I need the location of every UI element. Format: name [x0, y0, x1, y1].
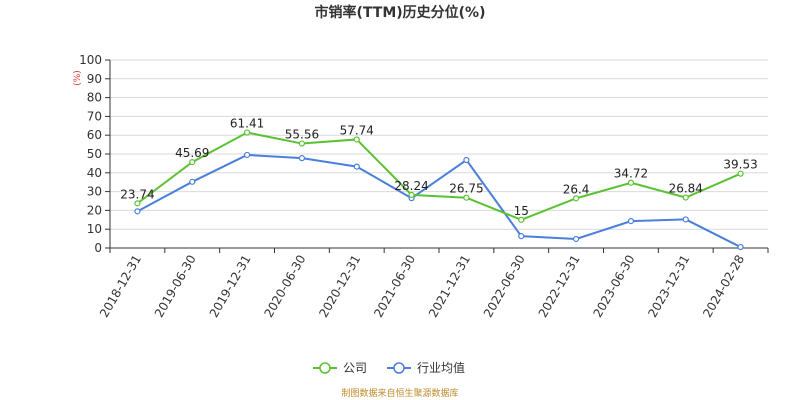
legend-marker [319, 362, 331, 374]
data-point [353, 136, 360, 143]
x-tick-label: 2024-02-28 [700, 253, 747, 320]
series-line [136, 131, 741, 221]
legend[interactable]: 公司 行业均值 [313, 360, 465, 375]
legend-label: 行业均值 [417, 360, 465, 375]
data-point [408, 191, 415, 199]
legend-marker [393, 362, 405, 374]
data-point [134, 200, 141, 207]
data-label: 23.74 [120, 187, 154, 201]
legend-item[interactable]: 行业均值 [387, 360, 465, 375]
grid-lines [110, 59, 768, 230]
data-labels: 23.74 45.69 61.41 55.56 57.74 28.24 26.75 15 26.… [120, 117, 758, 218]
data-label: 26.75 [449, 182, 483, 196]
data-point [737, 243, 744, 251]
y-tick-label: 20 [87, 203, 102, 217]
data-label: 45.69 [175, 146, 209, 160]
x-tick-label: 2022-06-30 [481, 253, 528, 320]
x-tick-label: 2023-12-31 [645, 253, 692, 320]
data-point [627, 179, 635, 186]
y-axis-unit: (%) [73, 70, 83, 86]
x-tick-label: 2019-12-31 [207, 252, 254, 319]
data-point [189, 159, 196, 166]
y-tick-label: 40 [87, 166, 102, 180]
x-tick-label: 2021-12-31 [426, 252, 473, 319]
legend-label: 公司 [343, 361, 367, 375]
data-label: 57.74 [340, 123, 374, 137]
data-label: 55.56 [285, 128, 319, 142]
x-tick-label: 2019-06-30 [152, 253, 199, 320]
y-tick-label: 70 [87, 109, 102, 123]
data-label: 39.53 [723, 158, 757, 172]
y-tick-label: 90 [87, 72, 102, 86]
x-tick-label: 2023-06-30 [591, 253, 638, 320]
x-tick-label: 2020-12-31 [316, 253, 363, 320]
data-point [463, 194, 470, 201]
series-lines [134, 129, 744, 251]
data-point [682, 216, 689, 223]
y-tick-label: 0 [94, 241, 102, 255]
data-point [298, 140, 306, 147]
series-line [136, 153, 742, 248]
source-note: 制图数据来自恒生聚源数据库 [341, 387, 458, 399]
y-tick-label: 100 [79, 53, 102, 67]
data-point [627, 218, 635, 225]
data-point [572, 195, 580, 202]
y-tick-label: 80 [87, 91, 102, 105]
data-label: 26.4 [563, 182, 590, 196]
y-tick-label: 50 [87, 147, 102, 161]
y-tick-label: 60 [87, 128, 102, 142]
x-tick-label: 2021-06-30 [371, 253, 418, 320]
data-point [572, 235, 580, 243]
data-label: 28.24 [394, 179, 428, 193]
x-tick-label: 2022-12-31 [536, 253, 583, 320]
y-tick-label: 30 [87, 185, 102, 199]
data-point [243, 151, 251, 159]
data-point [298, 155, 306, 162]
x-tick-label: 2018-12-31 [97, 253, 144, 320]
legend-item[interactable]: 公司 [313, 361, 367, 375]
y-tick-label: 10 [87, 222, 102, 236]
data-point [134, 208, 141, 215]
data-point [463, 156, 470, 164]
data-point [682, 194, 689, 201]
data-point [353, 163, 360, 170]
chart-title: 市销率(TTM)历史分位(%) [315, 4, 486, 21]
data-point [518, 233, 525, 240]
data-label: 61.41 [230, 117, 264, 131]
x-tick-label: 2020-06-30 [262, 253, 309, 320]
data-point [737, 170, 744, 177]
data-point [243, 129, 251, 136]
data-label: 15 [514, 204, 529, 218]
data-point [518, 216, 525, 223]
data-point [189, 178, 196, 185]
data-label: 34.72 [614, 167, 648, 181]
data-label: 26.84 [669, 182, 703, 196]
